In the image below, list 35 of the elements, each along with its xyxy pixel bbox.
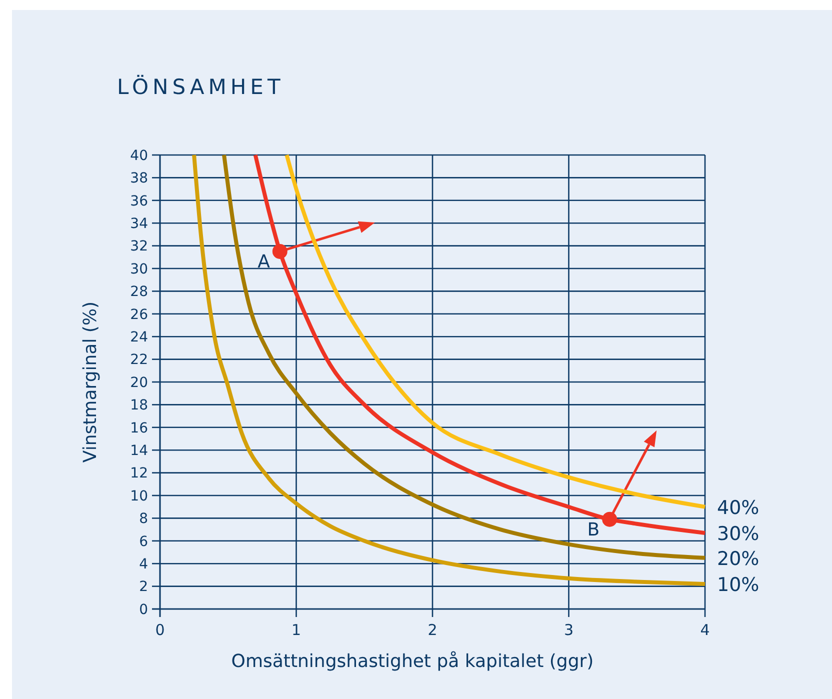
y-tick-label: 34 <box>130 216 148 232</box>
y-tick-label: 26 <box>130 306 148 323</box>
series-label: 20% <box>717 548 760 570</box>
y-tick-label: 24 <box>130 330 148 346</box>
y-tick-label: 32 <box>130 238 148 255</box>
y-tick-label: 10 <box>130 488 148 504</box>
x-tick-label: 0 <box>155 621 165 639</box>
y-tick-label: 36 <box>130 193 148 210</box>
x-tick-label: 4 <box>700 621 710 639</box>
y-tick-label: 20 <box>130 374 148 391</box>
chart-title: LÖNSAMHET <box>117 74 284 99</box>
y-tick-label: 22 <box>130 352 148 368</box>
annotation: A <box>258 251 271 272</box>
x-axis-title: Omsättningshastighet på kapitalet (ggr) <box>231 651 594 672</box>
x-tick-label: 3 <box>564 621 574 639</box>
annotation: B <box>587 519 600 540</box>
y-tick-label: 0 <box>139 602 148 618</box>
y-tick-label: 30 <box>130 261 148 278</box>
y-tick-label: 12 <box>130 466 148 482</box>
series-label: 30% <box>717 522 760 545</box>
y-tick-label: 6 <box>139 534 148 550</box>
series-label: 40% <box>717 496 760 519</box>
y-tick-label: 38 <box>130 170 148 187</box>
y-tick-label: 18 <box>130 398 148 414</box>
y-tick-label: 14 <box>130 443 148 459</box>
x-tick-label: 2 <box>428 621 438 639</box>
x-tick-label: 1 <box>291 621 302 639</box>
y-tick-label: 28 <box>130 284 148 300</box>
y-tick-label: 8 <box>139 511 148 528</box>
y-axis-title: Vinstmarginal (%) <box>80 301 101 463</box>
series-label: 10% <box>717 574 760 596</box>
y-tick-label: 4 <box>139 556 148 572</box>
y-tick-label: 2 <box>139 579 148 596</box>
y-tick-label: 40 <box>130 148 148 164</box>
y-tick-label: 16 <box>130 420 148 436</box>
